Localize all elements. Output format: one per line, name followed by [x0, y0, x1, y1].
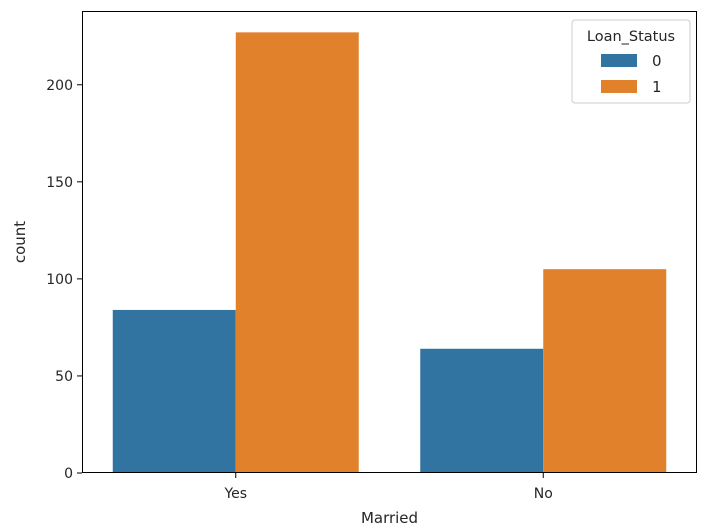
y-tick-label: 50: [55, 369, 73, 385]
y-tick-label: 200: [46, 78, 73, 94]
legend-label-1: 1: [652, 78, 662, 96]
y-axis-ticks: 0 50 100 150 200: [46, 78, 82, 482]
legend-swatch-1: [601, 80, 637, 93]
bars-layer: [112, 32, 667, 474]
legend-swatch-0: [601, 54, 637, 67]
legend-items: 01: [601, 52, 662, 96]
bar-no-status-1: [543, 269, 667, 473]
y-axis-label: count: [11, 221, 29, 263]
bar-yes-status-1: [235, 32, 359, 474]
bar-yes-status-0: [112, 309, 236, 473]
legend: Loan_Status 01: [571, 19, 691, 104]
x-axis-ticks: Yes No: [223, 473, 553, 502]
y-tick-label: 100: [46, 272, 73, 288]
x-tick-label: No: [534, 486, 553, 502]
legend-title: Loan_Status: [587, 29, 675, 45]
plot-frame: [82, 11, 697, 473]
bar-no-status-0: [420, 348, 544, 473]
y-tick-label: 150: [46, 175, 73, 191]
y-tick-label: 0: [64, 466, 73, 482]
x-tick-label: Yes: [223, 486, 247, 502]
x-axis-label: Married: [361, 509, 418, 527]
legend-label-0: 0: [652, 52, 662, 70]
